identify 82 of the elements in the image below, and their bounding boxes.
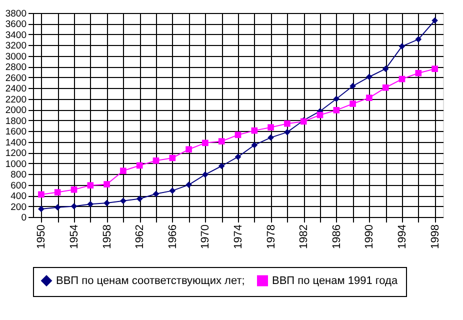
- point: [202, 140, 208, 146]
- point: [38, 206, 44, 212]
- point: [382, 84, 389, 91]
- point: [186, 182, 192, 188]
- x-tick-label: 1954: [68, 224, 80, 249]
- point: [218, 138, 225, 144]
- x-tick-label: 1950: [36, 224, 48, 249]
- point: [398, 76, 406, 82]
- legend-label: ВВП по ценам соответствующих лет;: [56, 274, 245, 287]
- point: [234, 132, 242, 138]
- x-tick-label: 1978: [265, 224, 278, 249]
- x-tick-label: 1962: [134, 224, 146, 249]
- point: [202, 171, 208, 178]
- point: [87, 182, 94, 188]
- x-tick-label: 1994: [396, 224, 408, 249]
- point: [251, 142, 258, 148]
- point: [87, 200, 94, 208]
- point: [70, 186, 78, 193]
- x-tick-label: 1990: [364, 224, 376, 249]
- point: [136, 196, 143, 202]
- x-tick-label: 1982: [298, 224, 310, 249]
- y-tick-label: 3600: [5, 19, 26, 30]
- y-tick-label: 0: [21, 212, 26, 224]
- y-tick-label: 800: [10, 170, 26, 181]
- y-tick-label: 1600: [5, 126, 26, 138]
- y-tick-label: 3800: [5, 8, 26, 20]
- x-tick-label: 1966: [166, 224, 179, 249]
- point: [284, 129, 290, 136]
- y-tick-label: 1800: [5, 116, 26, 127]
- y-tick-label: 3200: [5, 40, 26, 52]
- point: [432, 17, 438, 24]
- point: [398, 43, 406, 50]
- point: [366, 94, 372, 101]
- point: [152, 157, 160, 164]
- point: [251, 127, 258, 134]
- point: [120, 198, 126, 204]
- point: [268, 124, 274, 131]
- point: [333, 107, 340, 114]
- point: [333, 96, 340, 102]
- point: [366, 74, 372, 80]
- point: [350, 82, 356, 90]
- y-tick-label: 1000: [5, 158, 26, 170]
- y-tick-label: 3000: [5, 51, 26, 62]
- point: [186, 146, 192, 153]
- point: [169, 188, 176, 194]
- point: [316, 112, 324, 118]
- y-tick-label: 2800: [5, 62, 26, 74]
- y-tick-label: 600: [10, 180, 26, 192]
- point: [415, 36, 422, 42]
- point: [284, 120, 290, 127]
- point: [120, 168, 126, 174]
- point: [104, 181, 110, 188]
- y-tick-label: 3400: [5, 30, 26, 41]
- point: [54, 204, 61, 210]
- point: [152, 190, 160, 198]
- x-tick-label: 1974: [232, 224, 244, 249]
- point: [38, 191, 44, 198]
- point: [268, 134, 274, 141]
- legend-label: ВВП по ценам 1991 года: [272, 274, 398, 287]
- point: [54, 189, 61, 196]
- point: [382, 66, 389, 72]
- y-tick-label: 2400: [5, 84, 26, 95]
- y-tick-label: 1400: [5, 137, 26, 148]
- point: [415, 70, 422, 76]
- point: [169, 154, 176, 162]
- y-tick-label: 2000: [5, 105, 26, 116]
- y-tick-label: 2600: [5, 72, 26, 84]
- point: [234, 154, 242, 160]
- y-tick-label: 2200: [5, 94, 26, 106]
- point: [136, 162, 143, 169]
- y-tick-label: 400: [10, 191, 26, 202]
- point: [218, 162, 225, 170]
- point: [350, 100, 356, 107]
- y-tick-label: 1200: [5, 148, 26, 160]
- point: [70, 203, 78, 210]
- point: [432, 66, 438, 72]
- y-tick-label: 200: [10, 202, 26, 213]
- x-tick-label: 1970: [200, 224, 212, 249]
- x-tick-label: 1958: [101, 224, 114, 249]
- point: [104, 200, 110, 206]
- x-tick-label: 1998: [429, 224, 442, 249]
- x-tick-label: 1986: [330, 224, 343, 249]
